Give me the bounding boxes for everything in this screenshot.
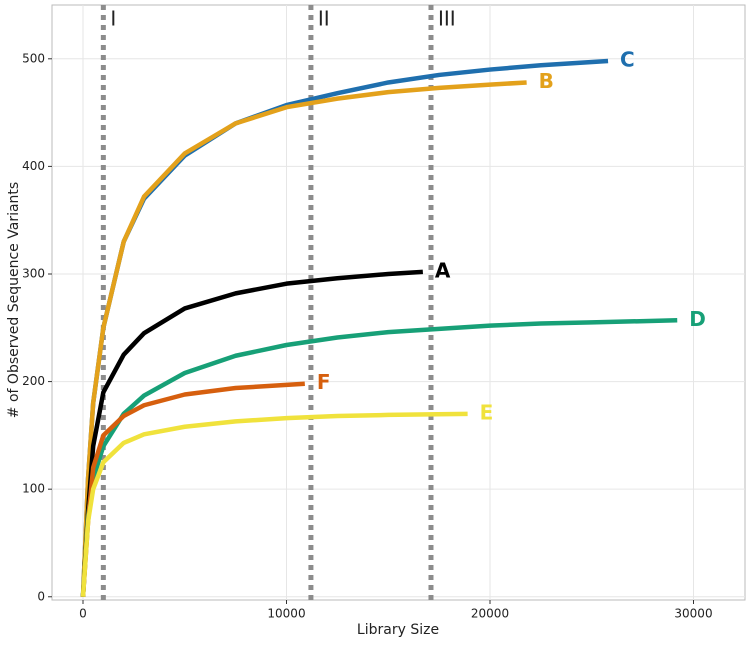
reference-label: III [438,7,456,31]
y-tick-label: 400 [22,159,45,173]
x-tick-label: 0 [79,607,87,621]
x-tick-label: 10000 [267,607,305,621]
x-tick-label: 30000 [674,607,712,621]
reference-label: II [318,7,330,31]
series-label: C [620,47,635,71]
series-line [80,411,468,597]
series-label: D [689,307,706,331]
y-tick-label: 0 [37,589,45,603]
series-line [80,318,678,597]
series-label: A [435,258,451,282]
y-tick-label: 100 [22,482,45,496]
reference-label: I [110,7,116,31]
x-axis-title: Library Size [357,622,439,638]
series-line [80,269,423,597]
series-label: E [480,400,494,424]
series-line [80,80,527,597]
y-tick-label: 500 [22,51,45,65]
y-axis-title: # of Observed Sequence Variants [6,182,22,418]
y-tick-label: 200 [22,374,45,388]
series-label: F [317,370,331,394]
series-label: B [539,69,554,93]
y-tick-label: 300 [22,266,45,280]
x-tick-label: 20000 [471,607,509,621]
plot-area [51,4,746,601]
